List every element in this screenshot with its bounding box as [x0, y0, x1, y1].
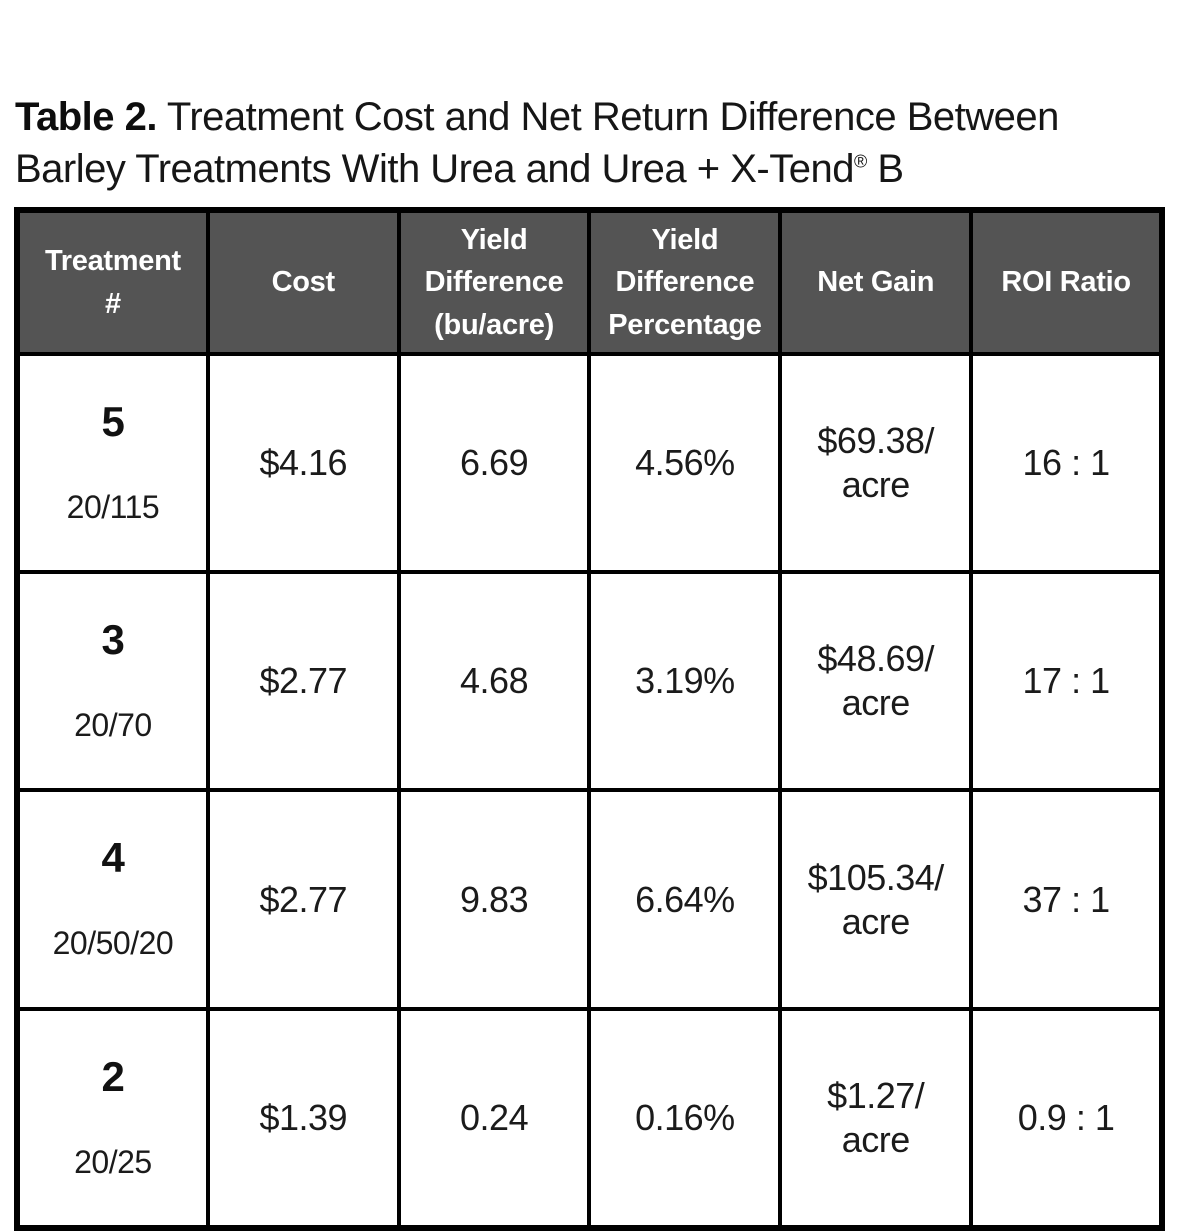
col-header-yield-difference: Yield Difference (bu/acre) — [396, 208, 592, 356]
cost-cell: $1.39 — [205, 1006, 401, 1230]
caption-text-line1: Treatment Cost and Net Return Difference… — [156, 95, 1060, 139]
col-header-cost: Cost — [205, 208, 401, 356]
table-row-treatment-2: 2 20/25 $1.39 0.24 0.16% $1.27/ acre 0.9… — [15, 1006, 1164, 1230]
table-body: 5 20/115 $4.16 6.69 4.56% $69.38/ acre 1… — [15, 351, 1164, 1230]
caption-text-line2-end: B — [866, 147, 904, 191]
roi-ratio-cell: 17 : 1 — [969, 570, 1164, 793]
roi-ratio-cell: 16 : 1 — [969, 351, 1164, 575]
cost-cell: $2.77 — [205, 570, 401, 793]
caption-table-number: Table 2. — [15, 95, 157, 139]
cost-cell: $4.16 — [205, 351, 401, 575]
yield-difference-percentage-cell: 0.16% — [587, 1006, 783, 1230]
treatment-number: 4 — [101, 834, 125, 882]
treatment-number: 3 — [101, 616, 125, 664]
table-row-treatment-5: 5 20/115 $4.16 6.69 4.56% $69.38/ acre 1… — [15, 351, 1164, 575]
treatment-cell: 3 20/70 — [15, 570, 210, 793]
net-gain-cell: $48.69/ acre — [778, 570, 974, 793]
table-header: Treatment # Cost Yield Difference (bu/ac… — [15, 208, 1164, 356]
yield-difference-percentage-cell: 4.56% — [587, 351, 783, 575]
col-header-net-gain: Net Gain — [778, 208, 974, 356]
treatment-cost-table: Treatment # Cost Yield Difference (bu/ac… — [14, 207, 1165, 1231]
yield-difference-cell: 4.68 — [396, 570, 592, 793]
col-header-roi-ratio: ROI Ratio — [969, 208, 1164, 356]
col-header-treatment-number: Treatment # — [15, 208, 210, 356]
header-row: Treatment # Cost Yield Difference (bu/ac… — [15, 208, 1164, 356]
treatment-rate: 20/50/20 — [52, 925, 174, 962]
net-gain-cell: $1.27/ acre — [778, 1006, 974, 1230]
net-gain-cell: $69.38/ acre — [778, 351, 974, 575]
treatment-rate: 20/25 — [74, 1143, 152, 1180]
registered-trademark-symbol: ® — [853, 151, 867, 172]
yield-difference-percentage-cell: 3.19% — [587, 570, 783, 793]
treatment-number: 2 — [101, 1052, 125, 1100]
table-row-treatment-3: 3 20/70 $2.77 4.68 3.19% $48.69/ acre 17… — [15, 570, 1164, 793]
treatment-rate: 20/70 — [74, 707, 152, 744]
caption-text-line2: Barley Treatments With Urea and Urea + X… — [15, 147, 854, 191]
table-caption: Table 2. Treatment Cost and Net Return D… — [15, 91, 1165, 195]
treatment-number: 5 — [101, 397, 125, 445]
col-header-yield-difference-percentage: Yield Difference Percentage — [587, 208, 783, 356]
treatment-cell: 5 20/115 — [15, 351, 210, 575]
yield-difference-cell: 0.24 — [396, 1006, 592, 1230]
treatment-rate: 20/115 — [66, 488, 160, 525]
roi-ratio-cell: 0.9 : 1 — [969, 1006, 1164, 1230]
treatment-cell: 2 20/25 — [15, 1006, 210, 1230]
yield-difference-cell: 6.69 — [396, 351, 592, 575]
